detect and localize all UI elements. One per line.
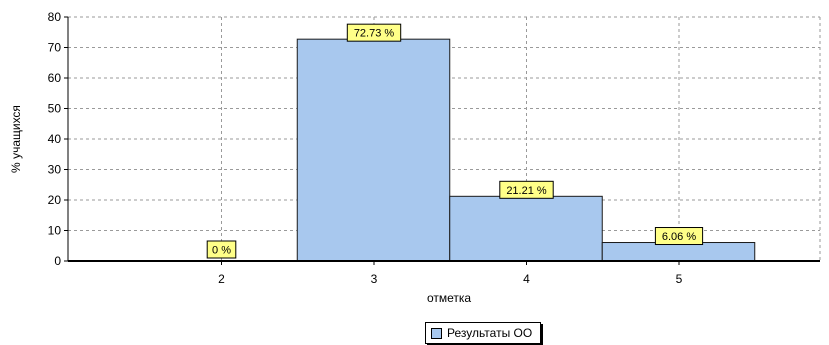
x-tick-label: 2 [218, 272, 225, 286]
bar [449, 195, 603, 262]
bar [296, 38, 451, 262]
data-label-text: 6.06 % [662, 231, 696, 243]
x-tick-label: 4 [523, 272, 530, 286]
y-tick-label: 80 [48, 10, 62, 24]
y-tick-label: 40 [48, 132, 62, 146]
legend: Результаты ОО [425, 322, 542, 344]
y-tick-label: 0 [54, 254, 61, 268]
y-tick-label: 50 [48, 102, 62, 116]
y-tick-label: 60 [48, 71, 62, 85]
y-tick-labels: 0 10 20 30 40 50 60 70 80 [48, 10, 62, 268]
y-axis-title: % учащихся [9, 105, 23, 173]
data-label-box [654, 227, 704, 246]
data-label-box [346, 23, 402, 42]
data-label-box [499, 180, 554, 199]
x-axis-title: отметка [427, 291, 471, 305]
axes [64, 16, 820, 265]
data-label: 21.21 % [499, 180, 554, 199]
data-label: 6.06 % [654, 227, 704, 246]
x-tick-label: 5 [676, 272, 683, 286]
data-label-text: 0 % [212, 245, 231, 257]
legend-swatch [431, 327, 442, 339]
legend-label: Результаты ОО [447, 326, 533, 340]
data-label: 72.73 % [346, 23, 402, 42]
data-label-box [206, 240, 237, 259]
y-tick-label: 30 [48, 163, 62, 177]
y-tick-label: 20 [48, 193, 62, 207]
x-tick-label: 3 [371, 272, 378, 286]
data-label: 0 % [206, 240, 237, 259]
data-labels: 0 % 72.73 % 21.21 % 6.06 % [206, 23, 704, 259]
x-tick-labels: 2 3 4 5 [218, 272, 683, 286]
data-label-text: 72.73 % [354, 28, 395, 40]
y-tick-label: 10 [48, 224, 62, 238]
y-tick-label: 70 [48, 41, 62, 55]
bar [601, 242, 756, 262]
data-label-text: 21.21 % [506, 185, 547, 197]
